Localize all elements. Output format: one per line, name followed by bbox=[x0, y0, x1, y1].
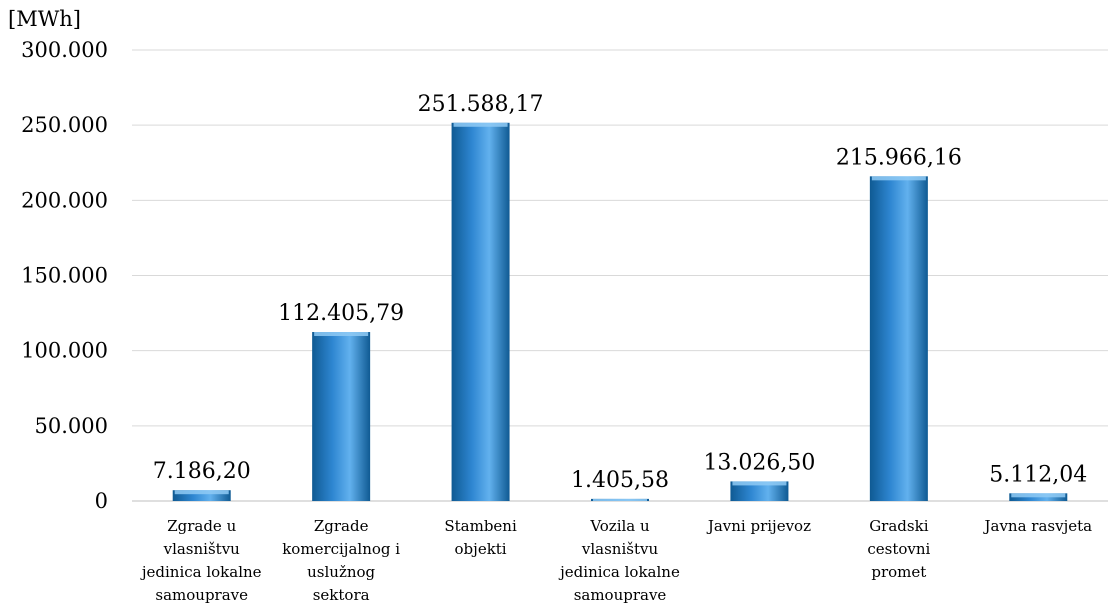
y-tick-label: 250.000 bbox=[21, 113, 108, 137]
bar-top-highlight bbox=[1011, 493, 1066, 498]
y-axis-unit-label: [MWh] bbox=[8, 7, 81, 31]
data-label: 215.966,16 bbox=[836, 145, 962, 170]
bar-top-highlight bbox=[453, 122, 508, 127]
gridlines bbox=[132, 49, 1108, 502]
bar-top-highlight bbox=[314, 332, 369, 337]
x-tick-label: Zgrade u vlasništvu jedinica lokalne samoup… bbox=[140, 517, 262, 604]
data-labels: 7.186,20 112.405,79 251.588,17 1.405,58 13.0… bbox=[153, 92, 1088, 493]
bar-top-highlight bbox=[871, 176, 926, 181]
y-tick-label: 200.000 bbox=[21, 188, 108, 212]
bar bbox=[730, 481, 789, 501]
x-tick-label: Javna rasvjeta bbox=[982, 517, 1092, 535]
x-tick-label: Javni prijevoz bbox=[706, 517, 811, 535]
data-label: 13.026,50 bbox=[703, 450, 815, 475]
y-tick-label: 150.000 bbox=[21, 264, 108, 288]
bar bbox=[451, 122, 510, 502]
data-label: 5.112,04 bbox=[989, 462, 1087, 487]
bar-top-highlight bbox=[593, 498, 647, 501]
data-label: 112.405,79 bbox=[278, 301, 404, 326]
y-tick-label: 0 bbox=[95, 489, 108, 513]
y-axis-ticks: 0 50.000 100.000 150.000 200.000 250.000 300.0… bbox=[21, 38, 108, 513]
bar bbox=[869, 176, 928, 501]
y-tick-label: 100.000 bbox=[21, 339, 108, 363]
bar-top-highlight bbox=[174, 490, 229, 495]
x-axis-labels: Zgrade u vlasništvu jedinica lokalne samoup… bbox=[140, 517, 1092, 604]
y-tick-label: 50.000 bbox=[35, 414, 108, 438]
data-label: 251.588,17 bbox=[418, 92, 544, 117]
bars bbox=[172, 122, 1068, 502]
data-label: 7.186,20 bbox=[153, 459, 251, 484]
y-tick-label: 300.000 bbox=[21, 38, 108, 62]
x-tick-label: Stambeni objekti bbox=[444, 517, 517, 558]
x-tick-label: Zgrade komercijalnog i uslužnog sektora bbox=[282, 517, 400, 604]
x-tick-label: Vozila u vlasništvu jedinica lokalne samoup… bbox=[558, 517, 680, 604]
bar-top-highlight bbox=[732, 481, 787, 486]
bar bbox=[172, 490, 231, 501]
bar bbox=[312, 332, 371, 501]
x-tick-label: Gradski cestovni promet bbox=[867, 517, 930, 581]
data-label: 1.405,58 bbox=[571, 468, 669, 493]
